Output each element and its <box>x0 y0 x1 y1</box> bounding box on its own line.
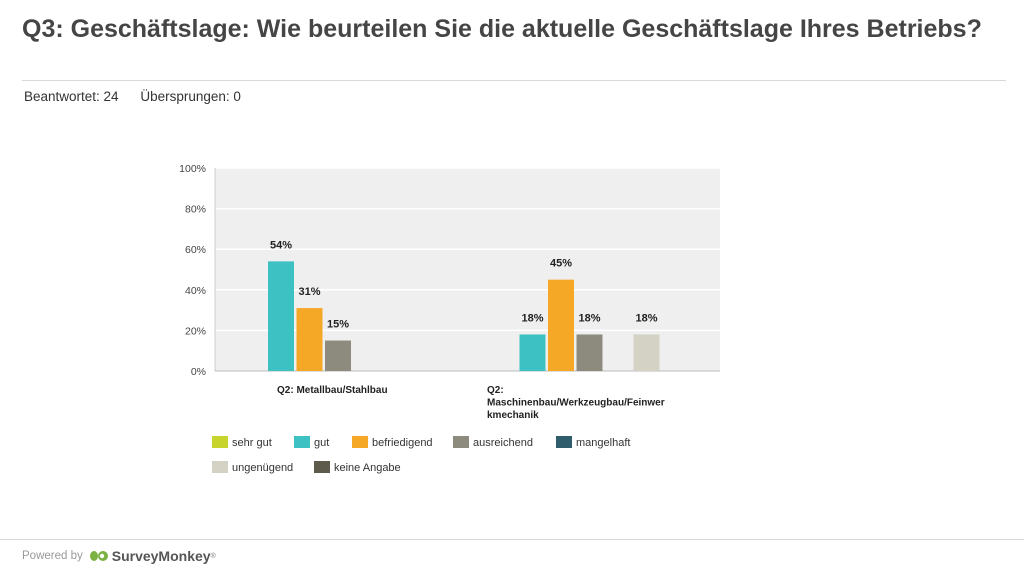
y-tick-label: 0% <box>191 366 206 378</box>
data-label: 45% <box>550 258 572 270</box>
surveymonkey-logo[interactable]: SurveyMonkey ® <box>89 548 216 564</box>
y-tick-label: 100% <box>179 163 206 175</box>
legend-label: sehr gut <box>232 437 272 449</box>
legend-swatch <box>294 436 310 448</box>
legend-label: keine Angabe <box>334 462 401 474</box>
bar-chart: 0% 20% 40% 60% 80% 100% 54% 31% 15% Q2: Metallbau… <box>179 163 720 474</box>
legend-label: ungenügend <box>232 462 293 474</box>
title-divider <box>22 80 1006 81</box>
footer: Powered by SurveyMonkey ® <box>22 548 216 564</box>
bar <box>296 308 323 371</box>
skipped-count: Übersprungen: 0 <box>140 89 241 104</box>
x-tick-label: Q2: <box>487 385 504 396</box>
bar <box>325 340 351 371</box>
bar <box>633 334 660 371</box>
y-tick-label: 20% <box>185 325 206 337</box>
y-tick-label: 80% <box>185 204 206 216</box>
trademark-mark: ® <box>210 552 216 560</box>
legend-swatch <box>453 436 469 448</box>
data-label: 15% <box>327 319 349 331</box>
legend-label: gut <box>314 437 329 449</box>
legend-swatch <box>212 461 228 473</box>
powered-by-text: Powered by <box>22 550 83 562</box>
data-label: 18% <box>521 312 543 324</box>
bar <box>519 334 546 371</box>
legend-swatch <box>556 436 572 448</box>
page-title: Q3: Geschäftslage: Wie beurteilen Sie di… <box>22 15 982 43</box>
legend-swatch <box>314 461 330 473</box>
data-label: 54% <box>270 239 292 251</box>
legend-swatch <box>352 436 368 448</box>
y-tick-label: 60% <box>185 244 206 256</box>
bar <box>268 261 294 371</box>
y-tick-label: 40% <box>185 285 206 297</box>
legend-label: ausreichend <box>473 437 533 449</box>
response-stats: Beantwortet: 24 Übersprungen: 0 <box>24 89 259 104</box>
bar <box>576 334 603 371</box>
x-tick-label: kmechanik <box>487 410 539 421</box>
legend-swatch <box>212 436 228 448</box>
surveymonkey-wordmark: SurveyMonkey <box>111 548 211 564</box>
surveymonkey-logo-icon <box>89 551 108 561</box>
data-label: 18% <box>578 312 600 324</box>
legend-label: mangelhaft <box>576 437 630 449</box>
x-tick-label: Maschinenbau/Werkzeugbau/Feinwer <box>487 398 665 409</box>
x-tick-label: Q2: Metallbau/Stahlbau <box>277 385 388 396</box>
data-label: 31% <box>298 286 320 298</box>
bar <box>548 279 574 371</box>
footer-divider <box>0 539 1024 540</box>
answered-count: Beantwortet: 24 <box>24 89 119 104</box>
data-label: 18% <box>635 312 657 324</box>
legend-label: befriedigend <box>372 437 433 449</box>
